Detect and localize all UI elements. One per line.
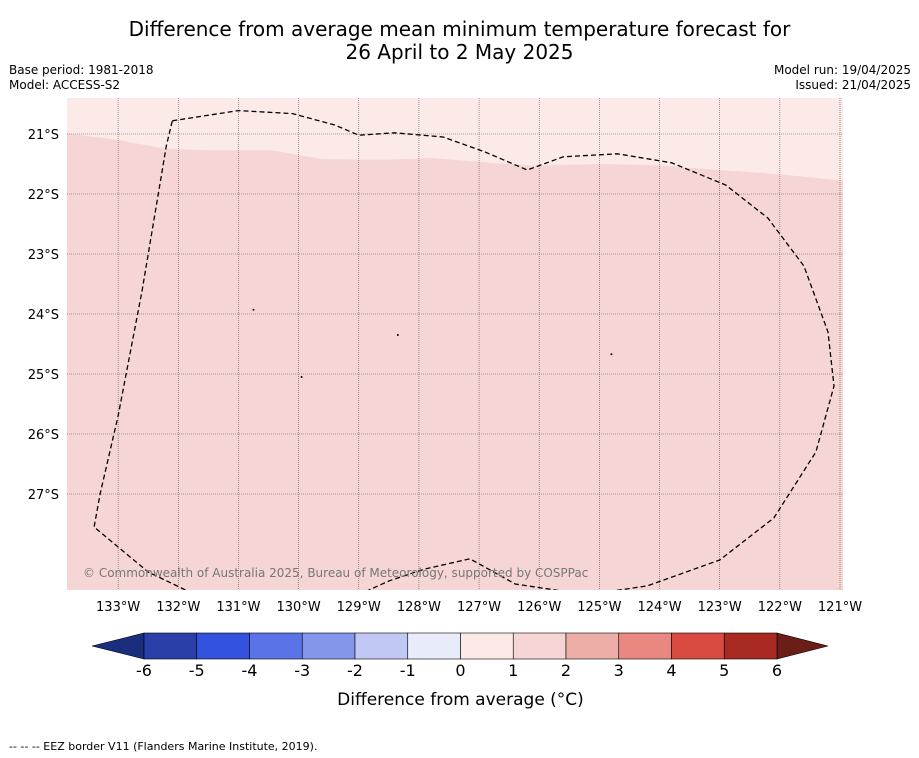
lon-tick-label: 122°W (758, 600, 802, 615)
lon-tick-label: 127°W (457, 600, 501, 615)
colorbar-tick-label: 2 (561, 661, 571, 680)
colorbar-segment (723, 632, 778, 660)
colorbar-tick-label: -4 (242, 661, 258, 680)
lon-tick-label: 131°W (216, 600, 260, 615)
colorbar-segment (301, 632, 356, 660)
anomaly-band-1-to-2 (67, 98, 843, 590)
anomaly-band-0-to-1 (67, 98, 843, 181)
colorbar-tick-label: -1 (400, 661, 416, 680)
colorbar-title: Difference from average (°C) (337, 690, 584, 710)
colorbar-segment (565, 632, 620, 660)
colorbar-segment (143, 632, 198, 660)
colorbar-segment (249, 632, 303, 660)
island-mark (252, 308, 255, 311)
colorbar-tick-label: 5 (719, 661, 729, 680)
title-line-2: 26 April to 2 May 2025 (345, 40, 574, 64)
colorbar-tick-label: 6 (772, 661, 782, 680)
colorbar-tick-label: -6 (136, 661, 152, 680)
colorbar-segment (618, 632, 672, 660)
colorbar-tick-label: -5 (189, 661, 205, 680)
colorbar-tick-label: -3 (294, 661, 310, 680)
colorbar: -6 -5 -4 -3 -2 -1 0 1 2 3 4 5 6 Difference from avera… (91, 632, 829, 710)
lat-tick-label: 21°S (28, 128, 59, 143)
lon-tick-label: 126°W (517, 600, 561, 615)
lon-tick-label: 124°W (637, 600, 681, 615)
model-text: Model: ACCESS-S2 (9, 78, 121, 92)
lon-tick-label: 132°W (156, 600, 200, 615)
model-run-text: Model run: 19/04/2025 (773, 63, 911, 77)
title-line-1: Difference from average mean minimum tem… (128, 17, 791, 41)
colorbar-segment (512, 632, 567, 660)
colorbar-tick-label: 0 (455, 661, 465, 680)
meta-left: Base period: 1981-2018 Model: ACCESS-S2 (9, 63, 154, 93)
colorbar-segment (196, 632, 250, 660)
base-period-text: Base period: 1981-2018 (9, 63, 154, 77)
eez-border-line (93, 109, 835, 590)
colorbar-segment (407, 632, 461, 660)
colorbar-segment (460, 632, 514, 660)
lon-tick-label: 129°W (337, 600, 381, 615)
colorbar-segment (354, 632, 409, 660)
colorbar-tick-label: 3 (614, 661, 624, 680)
lat-tick-label: 26°S (28, 428, 59, 443)
lon-tick-label: 125°W (577, 600, 621, 615)
copyright-text: © Commonwealth of Australia 2025, Bureau… (83, 566, 588, 580)
lat-tick-label: 22°S (28, 188, 59, 203)
island-mark (396, 334, 399, 336)
colorbar-tick-label: 1 (508, 661, 518, 680)
colorbar-under-arrow (91, 632, 145, 660)
colorbar-tick-label: -2 (347, 661, 363, 680)
lon-tick-label: 123°W (698, 600, 742, 615)
lon-tick-label: 121°W (818, 600, 862, 615)
lat-tick-label: 23°S (28, 248, 59, 263)
lat-tick-label: 25°S (28, 368, 59, 383)
footnote: -- -- -- EEZ border V11 (Flanders Marine… (9, 740, 318, 753)
colorbar-over-arrow (776, 632, 829, 660)
colorbar-segment (671, 632, 725, 660)
colorbar-tick-label: 4 (666, 661, 676, 680)
lon-tick-label: 128°W (397, 600, 441, 615)
issued-text: Issued: 21/04/2025 (795, 78, 911, 92)
lat-tick-label: 24°S (28, 308, 59, 323)
island-mark (610, 353, 613, 356)
map-area: © Commonwealth of Australia 2025, Bureau… (67, 98, 843, 590)
chart-title: Difference from average mean minimum tem… (0, 18, 919, 64)
island-mark (300, 376, 303, 378)
lat-tick-label: 27°S (28, 488, 59, 503)
lon-tick-label: 133°W (96, 600, 140, 615)
lon-tick-label: 130°W (277, 600, 321, 615)
map-axes: 21°S 22°S 23°S 24°S 25°S 26°S 27°S 133°W 132°W 13… (28, 128, 863, 615)
meta-right: Model run: 19/04/2025 Issued: 21/04/2025 (774, 63, 911, 93)
